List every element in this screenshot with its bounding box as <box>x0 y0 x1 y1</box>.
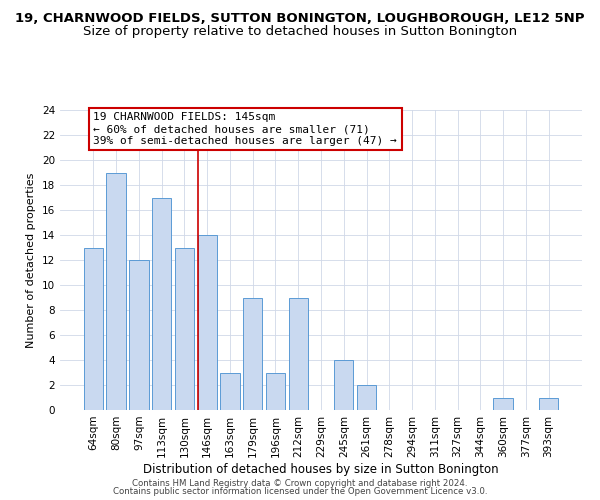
Bar <box>289 298 308 410</box>
Bar <box>334 360 353 410</box>
Bar <box>220 372 239 410</box>
Bar <box>129 260 149 410</box>
Bar <box>175 248 194 410</box>
Text: Contains HM Land Registry data © Crown copyright and database right 2024.: Contains HM Land Registry data © Crown c… <box>132 478 468 488</box>
Bar <box>197 235 217 410</box>
Bar <box>243 298 262 410</box>
Bar <box>266 372 285 410</box>
Bar <box>493 398 513 410</box>
Text: Size of property relative to detached houses in Sutton Bonington: Size of property relative to detached ho… <box>83 25 517 38</box>
Text: 19, CHARNWOOD FIELDS, SUTTON BONINGTON, LOUGHBOROUGH, LE12 5NP: 19, CHARNWOOD FIELDS, SUTTON BONINGTON, … <box>15 12 585 26</box>
Bar <box>84 248 103 410</box>
Bar <box>152 198 172 410</box>
Bar <box>357 385 376 410</box>
Bar <box>106 172 126 410</box>
Bar <box>539 398 558 410</box>
Y-axis label: Number of detached properties: Number of detached properties <box>26 172 37 348</box>
Text: Contains public sector information licensed under the Open Government Licence v3: Contains public sector information licen… <box>113 487 487 496</box>
X-axis label: Distribution of detached houses by size in Sutton Bonington: Distribution of detached houses by size … <box>143 462 499 475</box>
Text: 19 CHARNWOOD FIELDS: 145sqm
← 60% of detached houses are smaller (71)
39% of sem: 19 CHARNWOOD FIELDS: 145sqm ← 60% of det… <box>94 112 397 146</box>
